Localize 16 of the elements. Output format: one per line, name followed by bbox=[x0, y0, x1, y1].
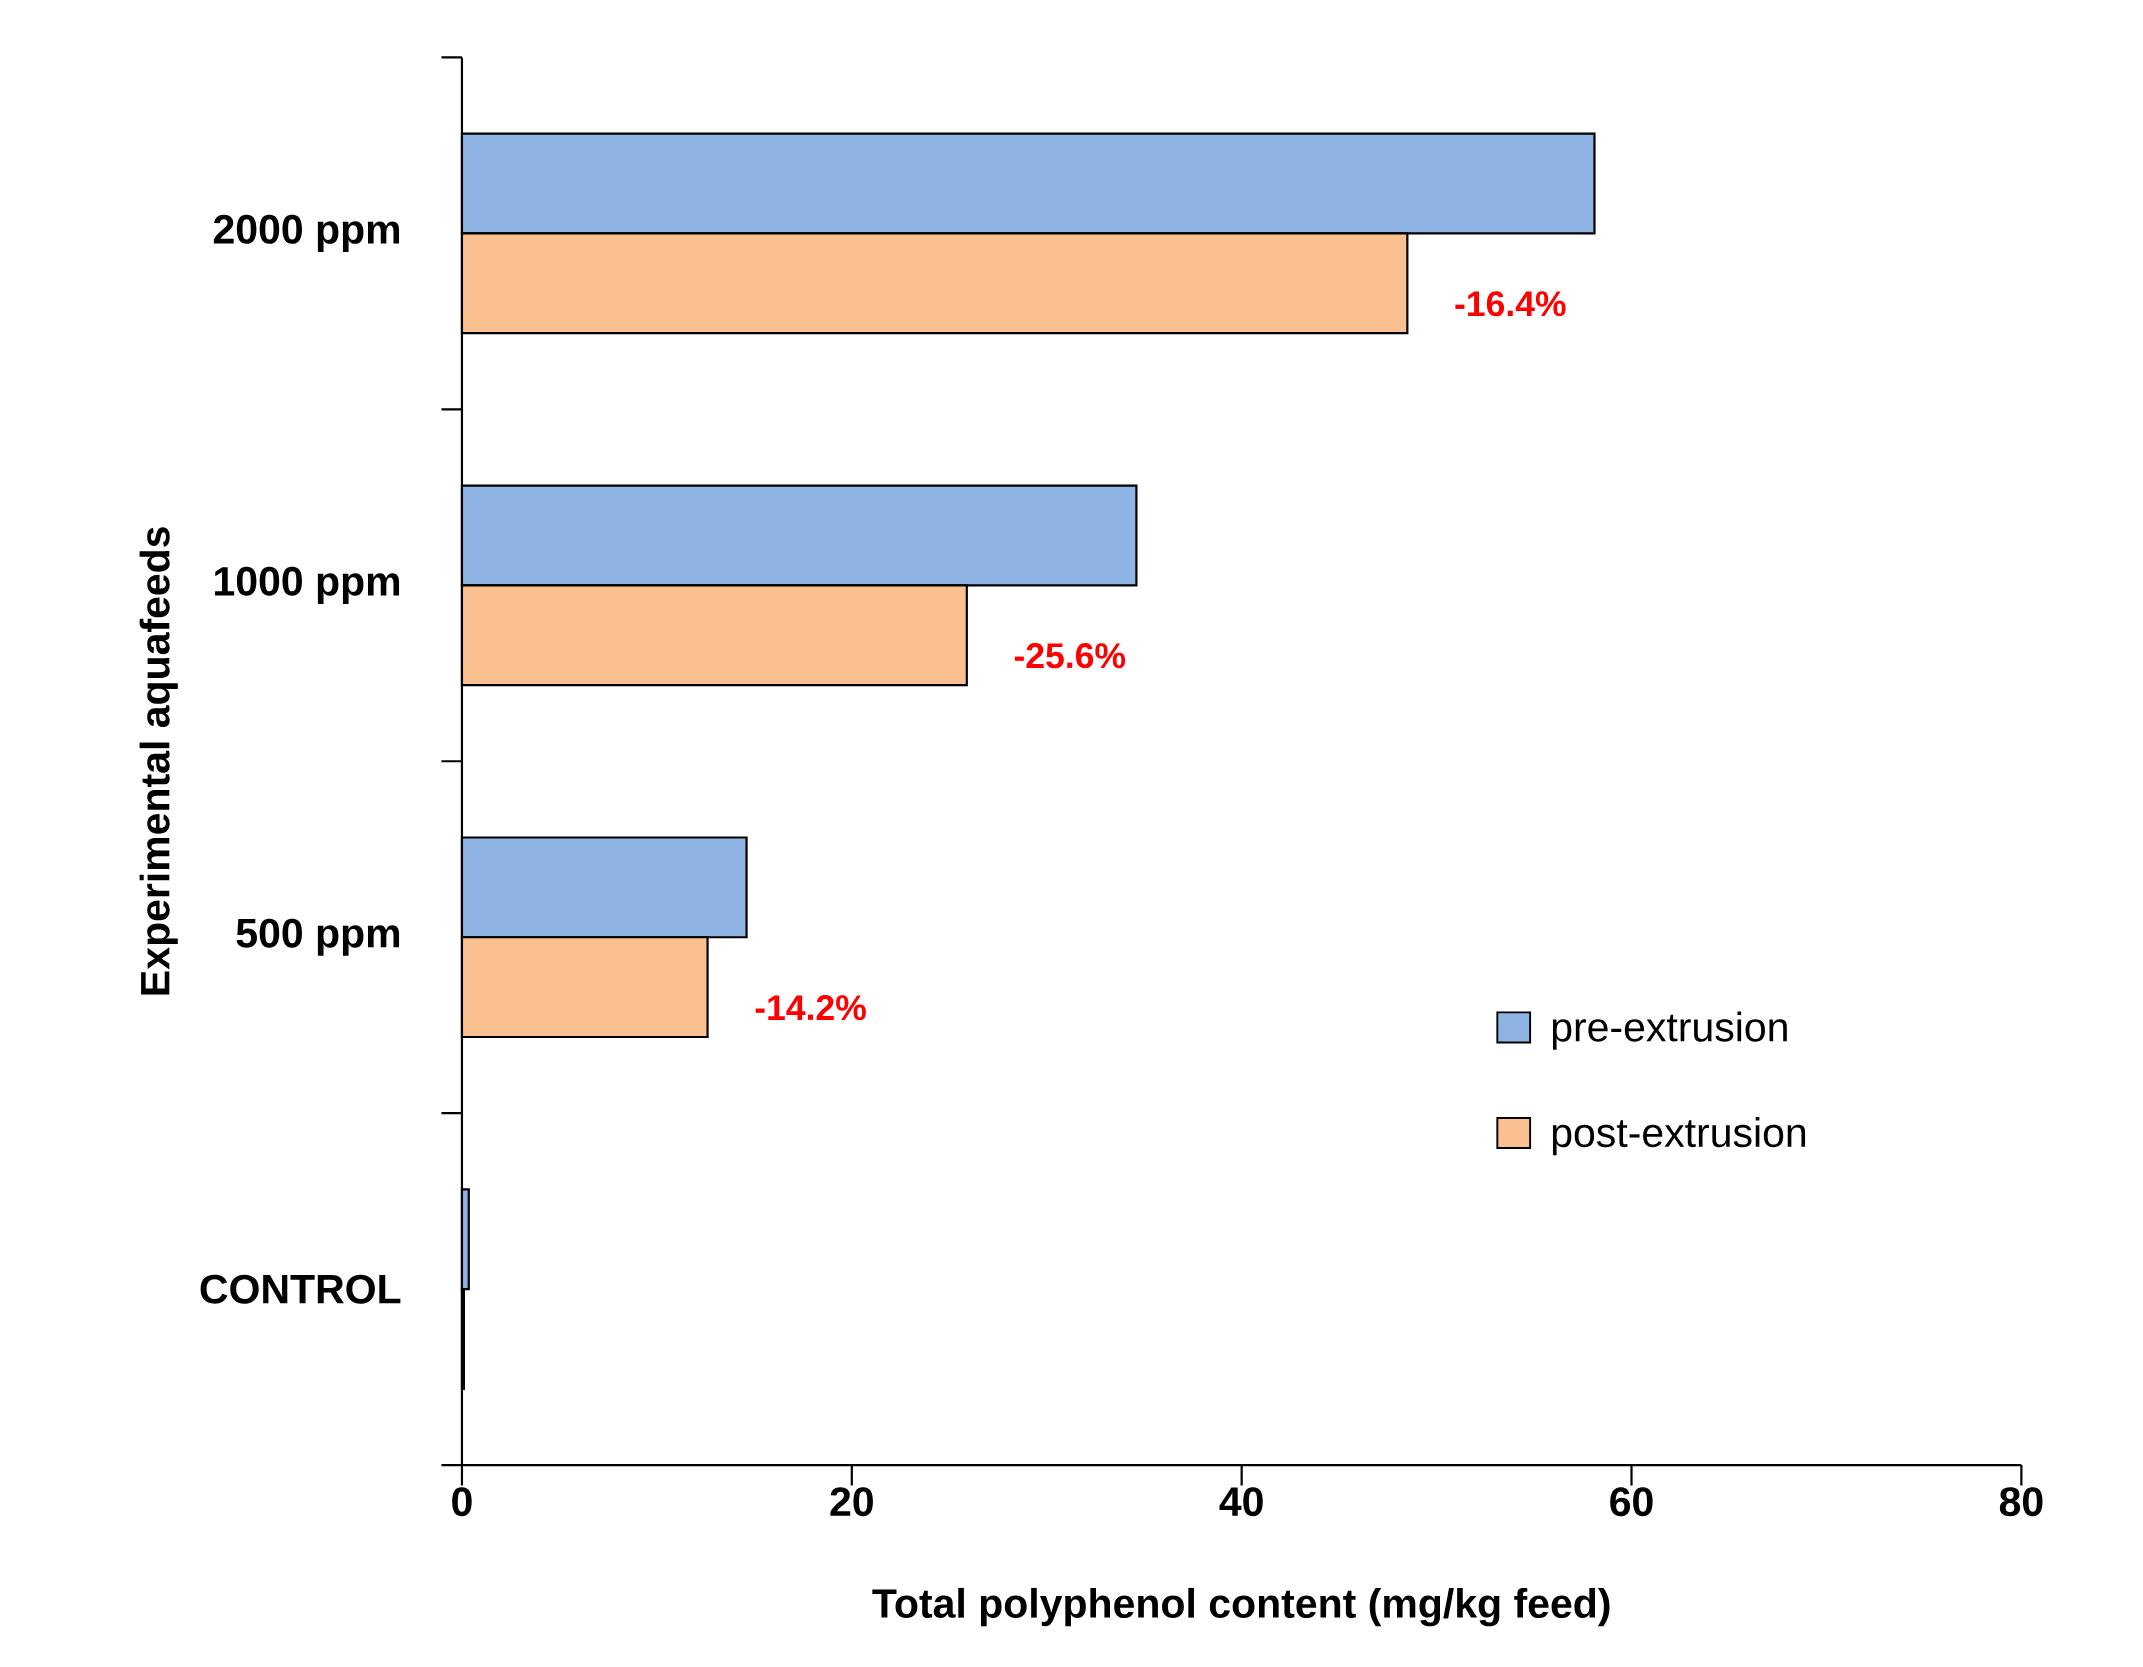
x-tick-label: 0 bbox=[452, 1486, 472, 1517]
annotation: -14.2% bbox=[755, 994, 866, 1020]
x-tick-label: 40 bbox=[1219, 1486, 1263, 1517]
legend-label: pre-extrusion bbox=[1552, 1011, 1787, 1050]
x-tick-label: 20 bbox=[830, 1486, 873, 1517]
x-tick-label: 80 bbox=[1999, 1486, 2043, 1517]
y-axis-title: Experimental aquafeeds bbox=[139, 526, 178, 995]
legend-label: post-extrusion bbox=[1552, 1116, 1806, 1156]
y-tick-label: 2000 ppm bbox=[213, 214, 400, 252]
y-tick-label: 1000 ppm bbox=[215, 566, 400, 604]
y-tick-label: 500 ppm bbox=[236, 918, 400, 956]
y-tick-label: CONTROL bbox=[200, 1274, 401, 1304]
x-axis-title: Total polyphenol content (mg/kg feed) bbox=[872, 1587, 1610, 1627]
annotation: -16.4% bbox=[1455, 291, 1566, 317]
x-tick-label: 60 bbox=[1610, 1486, 1653, 1517]
annotation: -25.6% bbox=[1014, 642, 1126, 669]
